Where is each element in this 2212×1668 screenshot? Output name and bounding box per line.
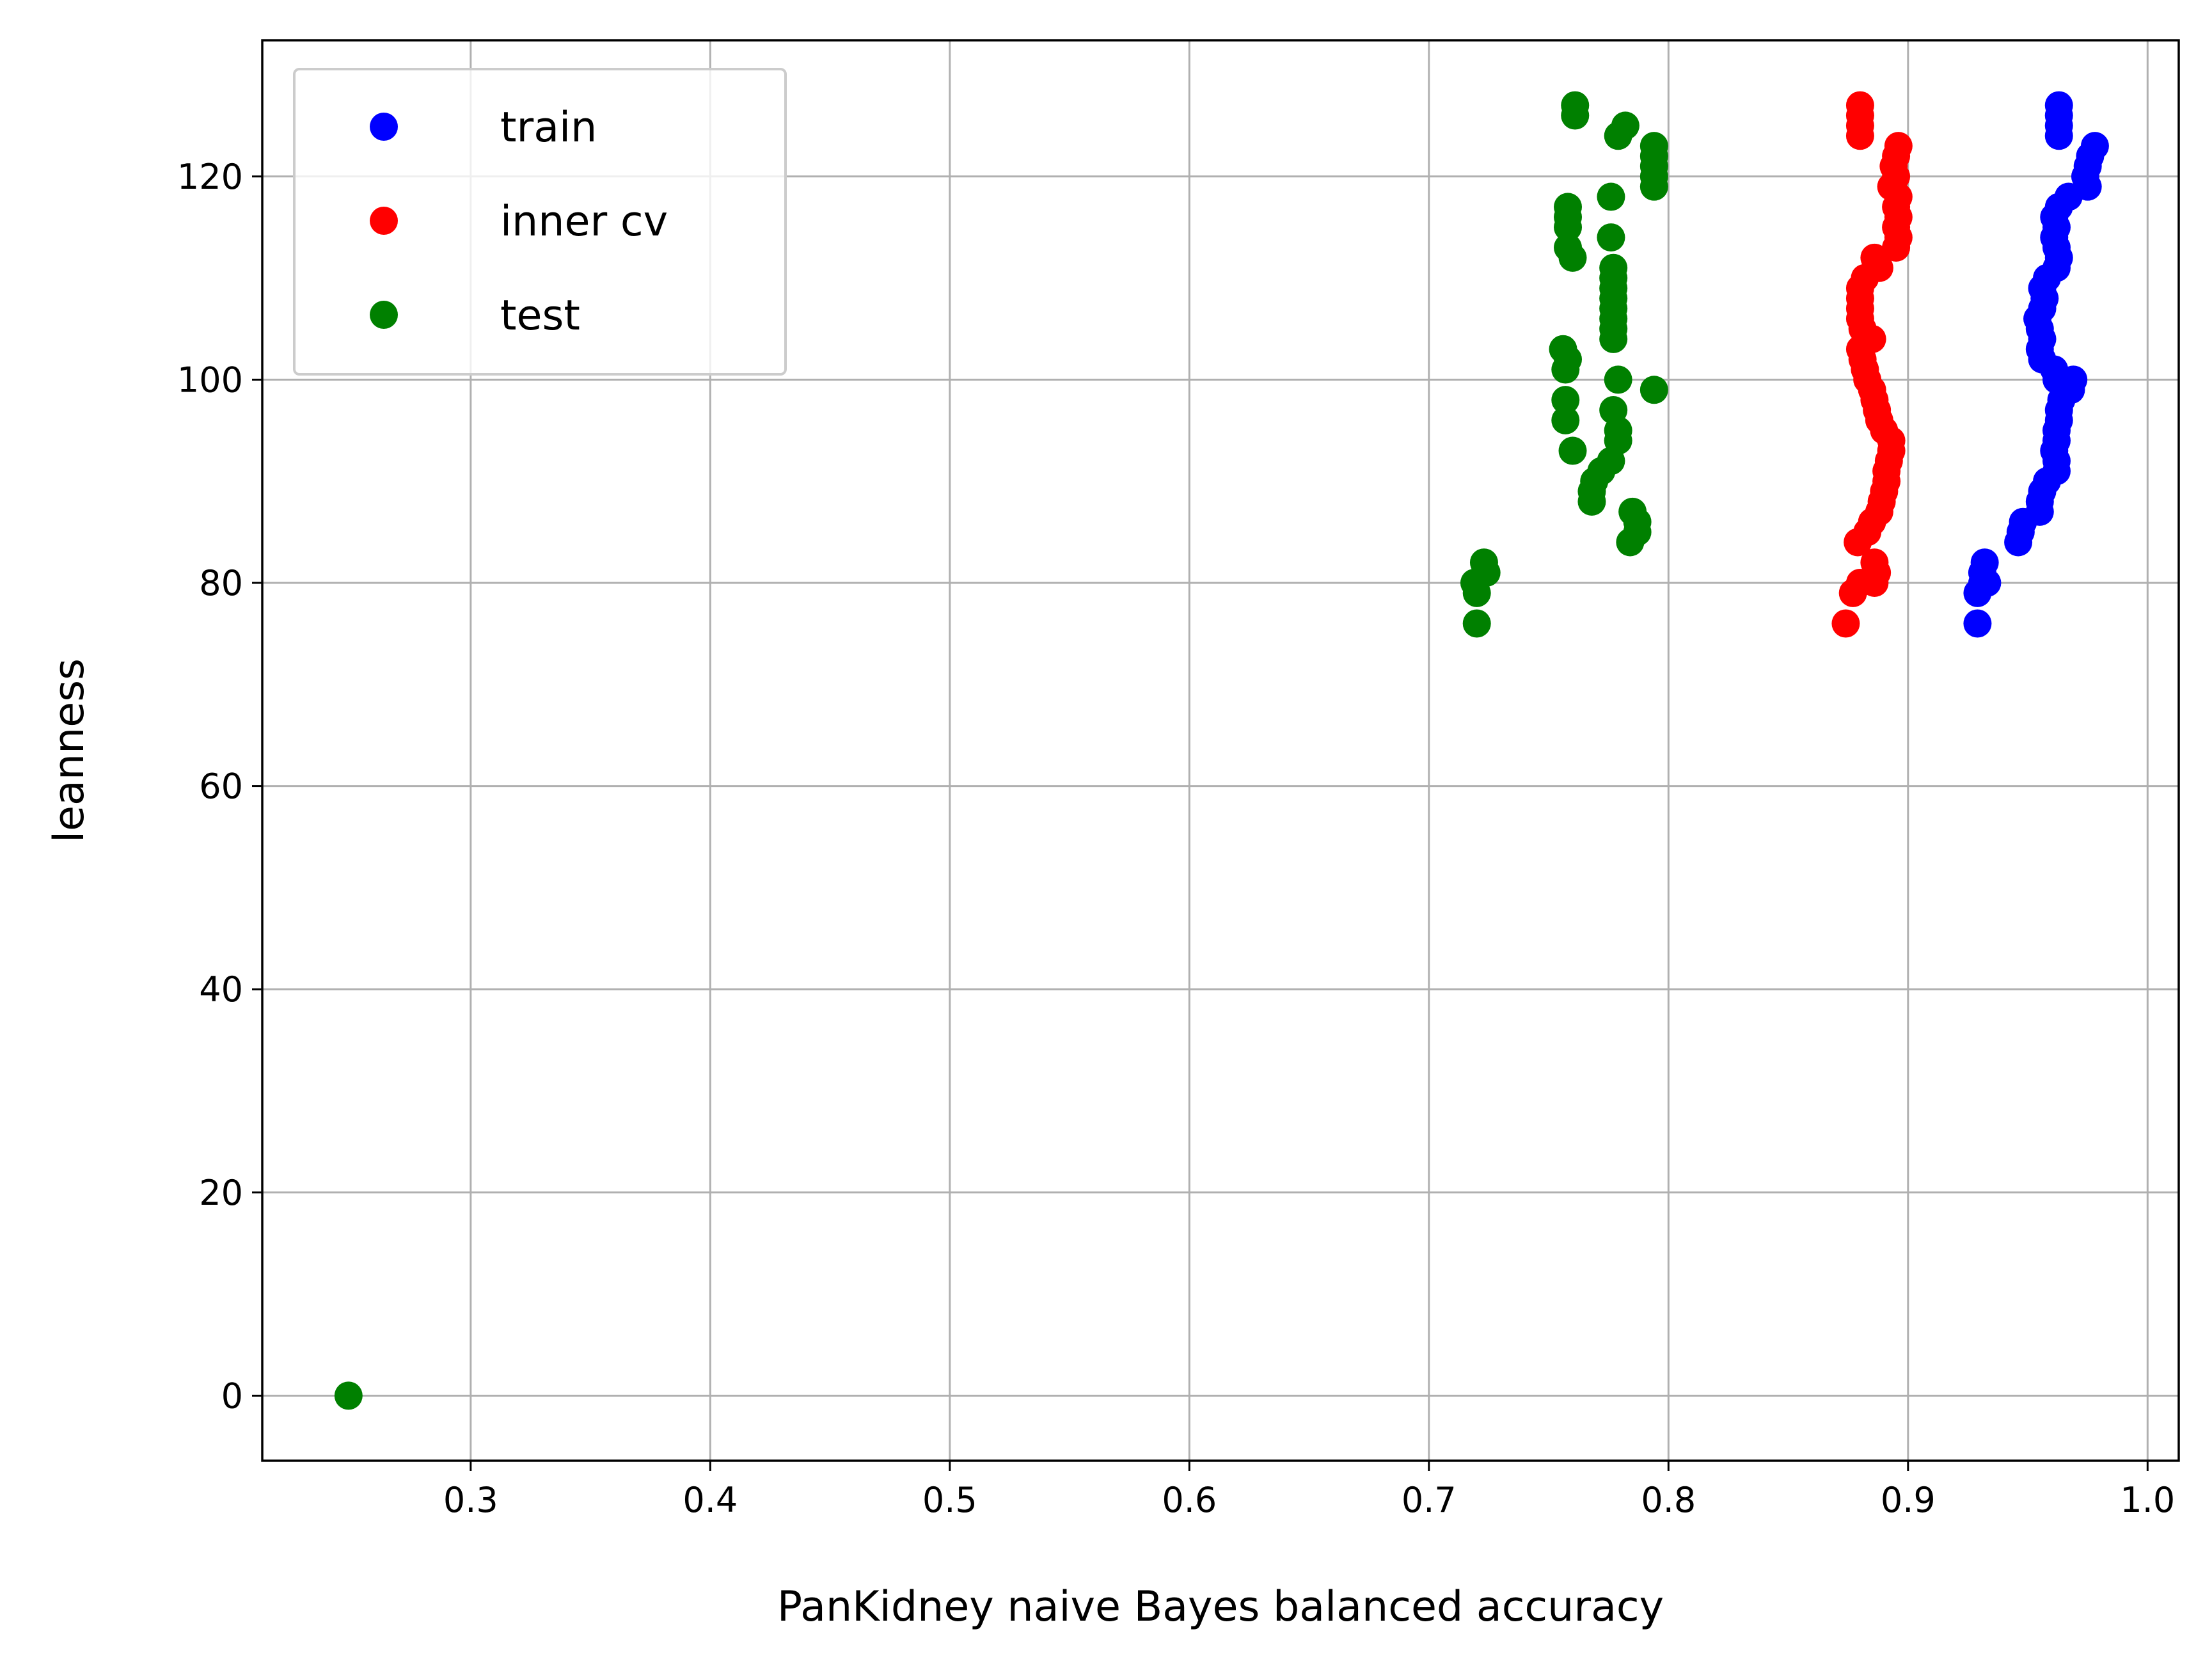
data-point xyxy=(1551,406,1580,434)
data-point xyxy=(1554,193,1583,221)
x-tick-label: 0.4 xyxy=(683,1480,738,1520)
plot-frame xyxy=(261,39,2180,1462)
legend-items: train inner cv test xyxy=(370,104,668,340)
data-point xyxy=(2080,132,2109,161)
data-point xyxy=(1884,132,1913,161)
data-point xyxy=(1551,386,1580,415)
x-tick-label: 0.9 xyxy=(1881,1480,1936,1520)
data-point xyxy=(1604,365,1632,394)
y-tick-label: 120 xyxy=(177,157,243,197)
legend-label: train xyxy=(500,104,597,152)
legend-marker xyxy=(370,207,398,235)
data-point xyxy=(1831,609,1860,638)
series-test xyxy=(334,91,1668,1410)
y-tick-label: 60 xyxy=(199,766,243,807)
y-tick-label: 20 xyxy=(199,1173,243,1213)
data-point xyxy=(1599,396,1628,425)
series-inner-cv xyxy=(1831,91,1913,638)
grid-lines xyxy=(262,40,2179,1461)
x-tick-label: 0.6 xyxy=(1162,1480,1217,1520)
legend-marker xyxy=(370,113,398,141)
data-point xyxy=(2044,91,2073,120)
legend-label: inner cv xyxy=(500,198,668,246)
data-point xyxy=(1462,609,1491,638)
x-tick-label: 0.3 xyxy=(443,1480,498,1520)
legend-box xyxy=(293,68,787,376)
data-point xyxy=(1970,548,1999,577)
y-tick-label: 0 xyxy=(221,1376,243,1416)
data-point xyxy=(1639,132,1668,161)
x-tick-label: 0.7 xyxy=(1402,1480,1457,1520)
data-point xyxy=(1561,91,1590,120)
y-axis-label: leanness xyxy=(45,658,93,843)
x-tick-label: 0.8 xyxy=(1641,1480,1696,1520)
data-point xyxy=(1597,223,1625,252)
y-axis: 0 20 40 60 80 100 120 xyxy=(177,157,262,1416)
data-point xyxy=(1597,182,1625,211)
data-point xyxy=(1845,91,1874,120)
x-axis: 0.3 0.4 0.5 0.6 0.7 0.8 0.9 1.0 xyxy=(443,1461,2175,1520)
data-point xyxy=(1963,609,1992,638)
legend: train inner cv test xyxy=(293,68,787,376)
y-tick-label: 100 xyxy=(177,360,243,400)
data-point xyxy=(334,1381,363,1410)
y-tick-label: 40 xyxy=(199,969,243,1010)
data-point xyxy=(1611,111,1639,140)
series-train xyxy=(1963,91,2109,638)
data-point xyxy=(1554,233,1583,262)
legend-label: test xyxy=(500,292,580,340)
data-point xyxy=(1558,436,1587,465)
data-point xyxy=(1860,548,1889,577)
legend-marker xyxy=(370,301,398,329)
data-point xyxy=(1469,548,1498,577)
data-point xyxy=(1618,497,1647,526)
y-tick-label: 80 xyxy=(199,563,243,603)
data-points xyxy=(334,91,2109,1410)
x-tick-label: 1.0 xyxy=(2120,1480,2175,1520)
x-tick-label: 0.5 xyxy=(922,1480,977,1520)
data-point xyxy=(1599,253,1628,282)
data-point xyxy=(1549,335,1577,363)
x-axis-label: PanKidney naive Bayes balanced accuracy xyxy=(777,1583,1664,1631)
data-point xyxy=(1860,243,1889,272)
data-point xyxy=(1639,376,1668,404)
